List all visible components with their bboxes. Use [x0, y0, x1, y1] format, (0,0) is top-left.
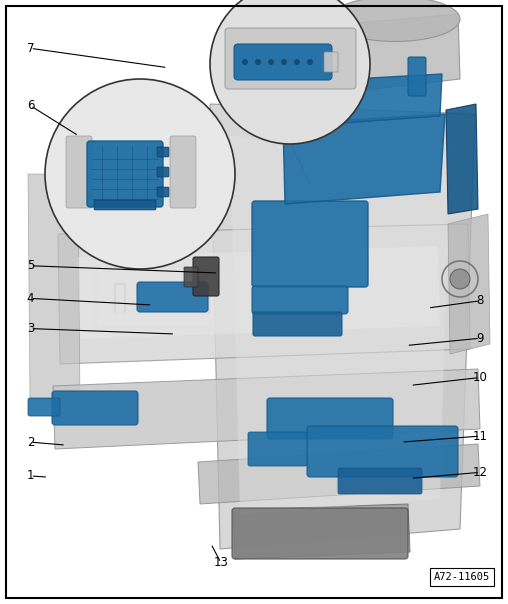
Circle shape — [210, 0, 370, 144]
Text: 4: 4 — [27, 292, 34, 305]
Text: 3: 3 — [27, 322, 34, 335]
FancyBboxPatch shape — [157, 167, 169, 177]
Circle shape — [255, 59, 261, 65]
Text: 13: 13 — [213, 556, 229, 570]
FancyBboxPatch shape — [303, 42, 325, 86]
FancyBboxPatch shape — [94, 200, 156, 210]
Text: 11: 11 — [472, 429, 488, 443]
FancyBboxPatch shape — [193, 257, 219, 296]
FancyBboxPatch shape — [252, 286, 348, 314]
Text: 1: 1 — [27, 469, 34, 483]
FancyBboxPatch shape — [252, 201, 368, 287]
FancyBboxPatch shape — [66, 136, 92, 208]
Polygon shape — [198, 444, 480, 504]
Text: 8: 8 — [477, 294, 484, 307]
Polygon shape — [446, 104, 478, 214]
FancyBboxPatch shape — [170, 136, 196, 208]
FancyBboxPatch shape — [232, 508, 408, 559]
Text: 6: 6 — [27, 99, 34, 112]
FancyBboxPatch shape — [253, 312, 342, 336]
Polygon shape — [28, 174, 80, 399]
FancyBboxPatch shape — [248, 432, 307, 466]
Polygon shape — [53, 369, 480, 449]
Circle shape — [307, 59, 313, 65]
Circle shape — [242, 59, 248, 65]
FancyBboxPatch shape — [157, 147, 169, 157]
Polygon shape — [230, 136, 450, 514]
FancyBboxPatch shape — [324, 52, 338, 72]
Polygon shape — [58, 224, 470, 364]
Polygon shape — [298, 74, 442, 126]
Circle shape — [268, 59, 274, 65]
FancyBboxPatch shape — [307, 426, 458, 477]
FancyBboxPatch shape — [157, 187, 169, 197]
Circle shape — [294, 59, 300, 65]
Text: 7: 7 — [27, 42, 34, 55]
Polygon shape — [78, 246, 440, 339]
Polygon shape — [448, 214, 490, 354]
FancyBboxPatch shape — [184, 267, 198, 287]
FancyBboxPatch shape — [137, 282, 208, 312]
Polygon shape — [210, 104, 475, 549]
Text: 9: 9 — [477, 332, 484, 345]
Circle shape — [281, 59, 287, 65]
FancyBboxPatch shape — [408, 57, 426, 96]
FancyBboxPatch shape — [87, 141, 163, 207]
Text: 10: 10 — [472, 371, 488, 384]
FancyBboxPatch shape — [234, 44, 332, 80]
FancyBboxPatch shape — [338, 468, 422, 494]
FancyBboxPatch shape — [52, 391, 138, 425]
Ellipse shape — [330, 0, 460, 42]
Polygon shape — [325, 14, 460, 94]
Text: 5: 5 — [27, 259, 34, 272]
Polygon shape — [283, 114, 445, 204]
Polygon shape — [233, 504, 410, 559]
FancyBboxPatch shape — [267, 398, 393, 439]
Text: 12: 12 — [472, 466, 488, 479]
Text: 2: 2 — [27, 435, 34, 449]
Text: A72-11605: A72-11605 — [434, 572, 490, 582]
FancyBboxPatch shape — [28, 398, 60, 416]
FancyBboxPatch shape — [225, 28, 356, 89]
Circle shape — [45, 79, 235, 269]
Circle shape — [450, 269, 470, 289]
